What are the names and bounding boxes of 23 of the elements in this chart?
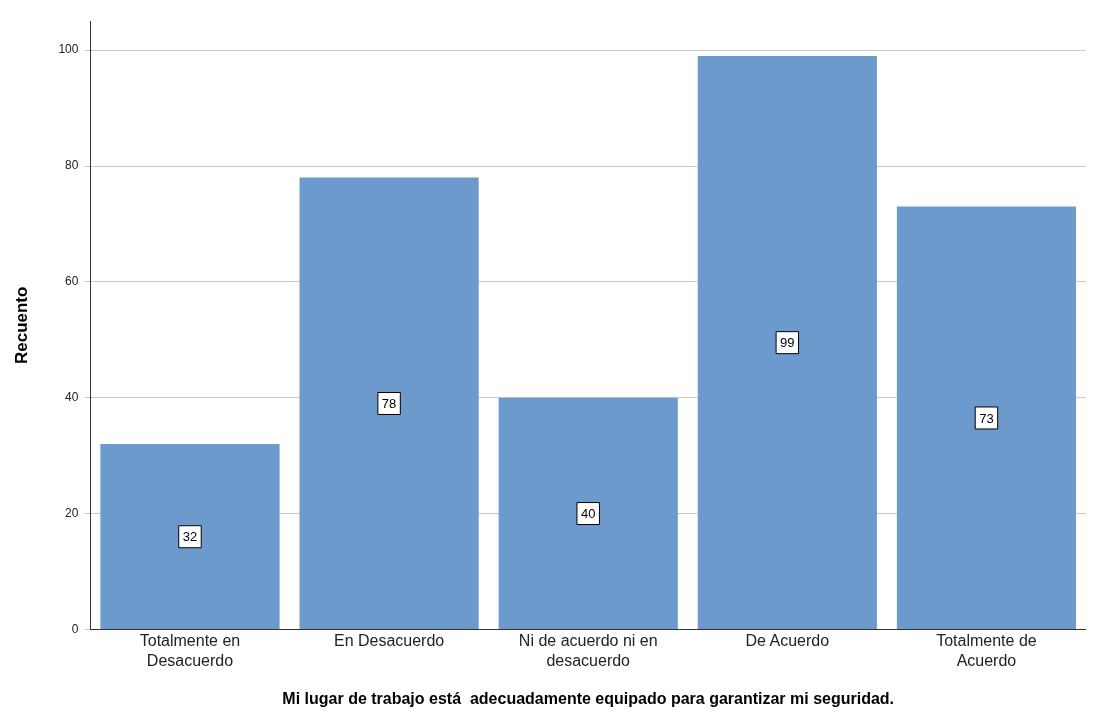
x-tick-label: En Desacuerdo	[333, 632, 445, 650]
data-label: 32	[182, 529, 198, 545]
y-tick-label: 60	[65, 274, 79, 289]
data-label: 78	[381, 396, 397, 412]
y-axis-title: Recuento	[11, 286, 31, 365]
data-label: 40	[580, 506, 596, 522]
y-tick-label: 40	[65, 390, 79, 405]
data-label: 99	[780, 335, 795, 351]
bar	[299, 177, 479, 629]
x-tick-label: Totalmente de Acuerdo	[936, 632, 1037, 669]
bar	[896, 206, 1077, 629]
bar	[498, 397, 678, 629]
x-tick-label: Totalmente en Desacuerdo	[139, 632, 241, 669]
y-tick-label: 0	[71, 621, 79, 636]
y-tick-label: 20	[65, 505, 79, 520]
x-tick-label: Ni de acuerdo ni en desacuerdo	[518, 632, 658, 669]
x-tick-label: De Acuerdo	[745, 632, 830, 650]
bar	[100, 444, 280, 629]
x-axis-title: Mi lugar de trabajo está adecuadamente equipado para garantizar mi seguridad.	[282, 689, 895, 707]
y-tick-label: 100	[58, 42, 79, 57]
y-tick-label: 80	[65, 158, 79, 173]
data-label: 73	[979, 410, 994, 426]
bar	[697, 55, 877, 629]
